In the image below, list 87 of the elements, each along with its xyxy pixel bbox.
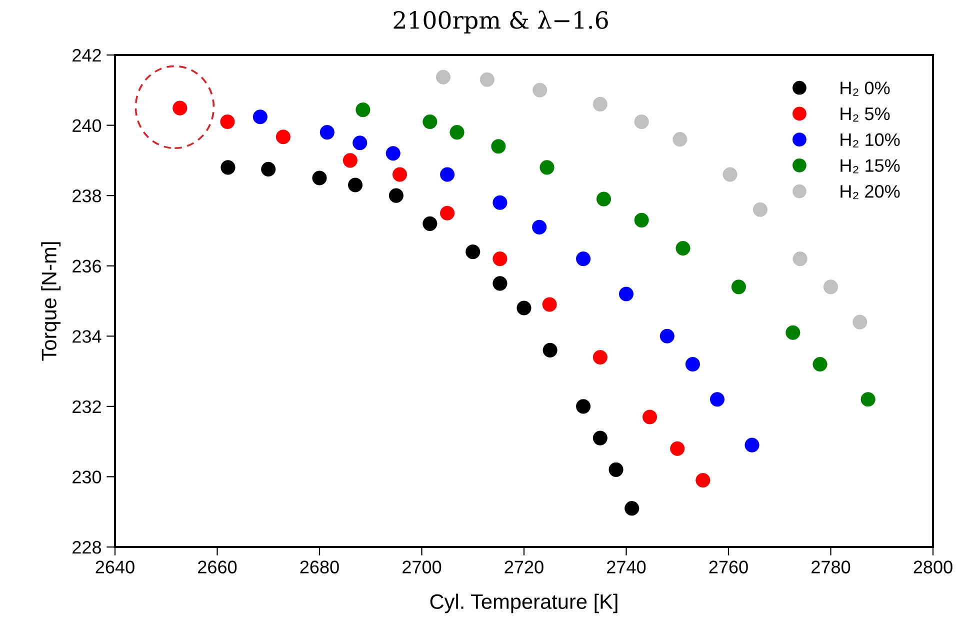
point: [492, 195, 508, 210]
y-tick-label: 236: [72, 260, 102, 273]
point: [466, 244, 480, 260]
point: [422, 216, 438, 231]
x-tick-label: 2740: [607, 560, 646, 574]
point: [676, 241, 690, 256]
legend-label: H₂ 20%: [840, 185, 900, 200]
x-tick-label: 2700: [402, 560, 442, 574]
point: [608, 462, 624, 477]
point: [860, 392, 876, 407]
point: [812, 356, 828, 372]
x-tick-label: 2720: [504, 560, 544, 574]
point: [710, 392, 725, 407]
point: [320, 125, 334, 140]
point: [261, 162, 276, 176]
point: [491, 139, 506, 154]
point: [670, 441, 685, 456]
point: [731, 280, 746, 294]
legend-label: H₂ 0%: [840, 82, 890, 96]
point: [592, 430, 608, 446]
point: [672, 132, 688, 147]
point: [792, 252, 808, 266]
y-tick-label: 234: [72, 330, 102, 343]
point: [422, 114, 438, 130]
point: [342, 153, 358, 168]
point: [540, 160, 554, 175]
point: [352, 136, 368, 150]
point: [348, 178, 363, 192]
point: [440, 167, 455, 182]
x-tick-label: 2780: [812, 560, 850, 574]
point: [542, 297, 557, 312]
legend-label: H₂ 10%: [840, 133, 900, 148]
point: [356, 102, 370, 118]
point: [492, 252, 508, 266]
point: [752, 202, 768, 217]
y-tick-label: 228: [72, 540, 102, 554]
legend-label: H₂ 5%: [840, 108, 890, 122]
point: [786, 325, 800, 340]
point: [532, 82, 548, 98]
y-tick-label: 242: [72, 48, 101, 62]
point: [252, 110, 268, 124]
point: [634, 114, 649, 130]
point: [532, 220, 547, 234]
point: [618, 286, 634, 302]
point: [450, 125, 464, 140]
point: [823, 280, 838, 294]
point: [480, 72, 494, 87]
point: [516, 300, 532, 316]
point: [660, 328, 674, 344]
point: [696, 472, 710, 488]
y-tick-label: 230: [72, 470, 102, 484]
point: [744, 438, 760, 452]
x-tick-label: 2640: [96, 560, 134, 574]
point: [592, 350, 608, 365]
point: [312, 170, 327, 186]
y-tick-label: 232: [72, 400, 101, 414]
point: [576, 399, 591, 414]
x-tick-label: 2800: [914, 560, 952, 574]
chart-title: 2100rpm & λ−1.6: [394, 10, 608, 34]
point: [722, 167, 738, 182]
point: [634, 212, 649, 228]
point: [388, 188, 404, 203]
point: [576, 252, 591, 266]
y-axis-title: Torque [N-m]: [41, 242, 61, 361]
point: [220, 114, 235, 130]
point: [492, 276, 508, 291]
point: [172, 100, 188, 116]
point: [220, 160, 236, 175]
point: [592, 96, 608, 112]
y-tick-label: 240: [72, 119, 102, 132]
point: [436, 70, 451, 84]
legend-label: H₂ 15%: [840, 159, 900, 174]
point: [685, 356, 700, 372]
x-tick-label: 2760: [709, 560, 748, 574]
y-tick-label: 238: [72, 190, 102, 202]
point: [642, 410, 658, 424]
x-tick-label: 2660: [198, 560, 237, 574]
point: [386, 146, 400, 161]
point: [596, 192, 612, 206]
point: [624, 501, 640, 516]
x-tick-label: 2680: [300, 560, 339, 574]
point: [440, 206, 455, 220]
point: [542, 342, 558, 358]
point: [276, 130, 290, 144]
point: [852, 314, 868, 330]
x-axis-title: Cyl. Temperature [K]: [430, 594, 618, 614]
point: [392, 167, 408, 182]
